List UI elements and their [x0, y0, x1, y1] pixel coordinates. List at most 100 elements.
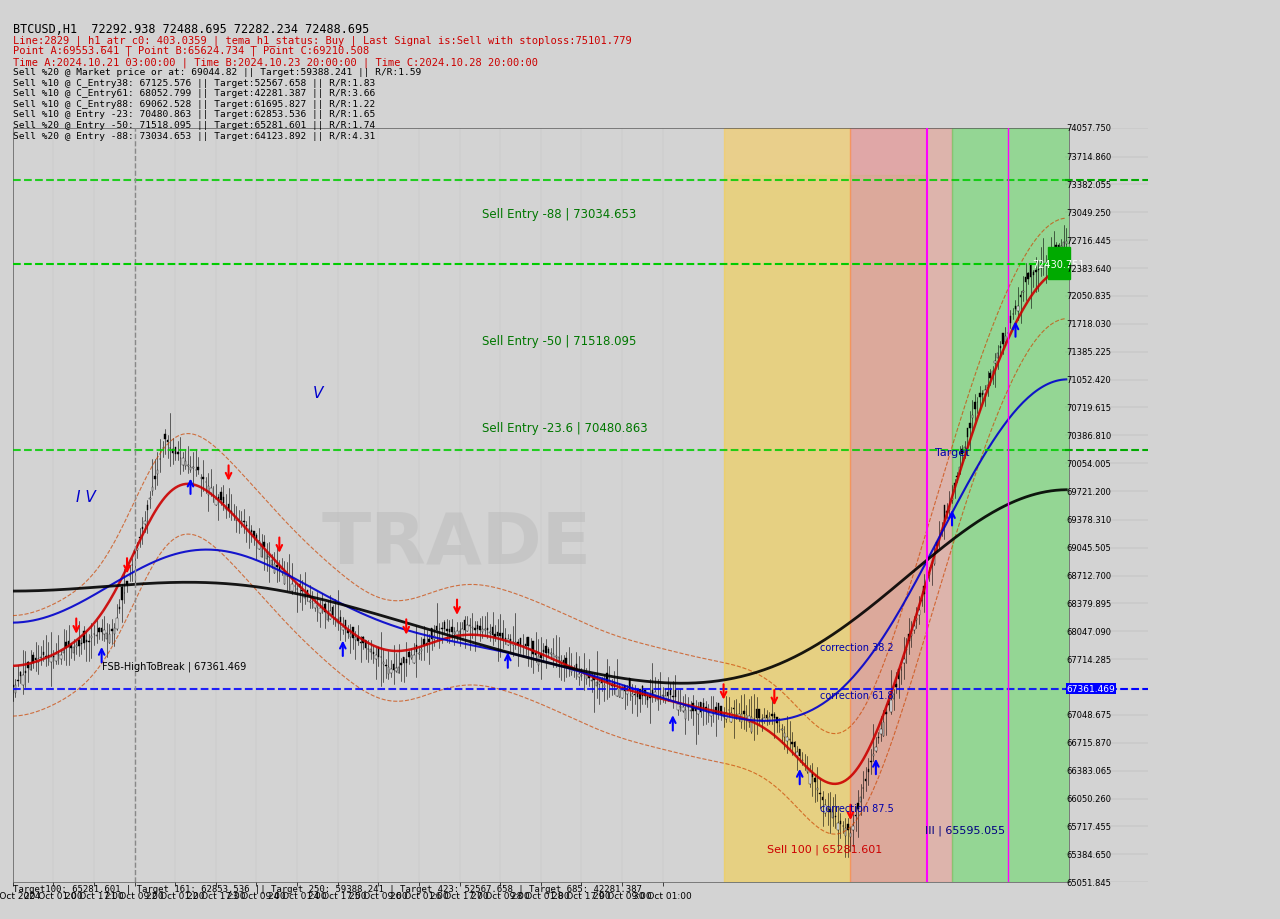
Text: 66050.260: 66050.260 — [1066, 794, 1111, 803]
Bar — [913, 627, 915, 630]
Text: Sell %10 @ C_Entry88: 69062.528 || Target:61695.827 || R/R:1.22: Sell %10 @ C_Entry88: 69062.528 || Targe… — [13, 99, 375, 108]
Bar — [1051, 250, 1052, 256]
Bar — [236, 517, 237, 521]
Bar — [1053, 253, 1055, 257]
Bar — [300, 584, 301, 587]
Bar — [55, 654, 56, 662]
Bar — [613, 682, 616, 686]
Bar — [233, 514, 234, 516]
Bar — [111, 630, 113, 631]
Bar — [540, 654, 541, 658]
Bar — [763, 718, 765, 721]
Bar — [925, 584, 928, 585]
Bar — [458, 631, 461, 637]
Bar — [954, 483, 955, 489]
Bar — [915, 618, 918, 620]
Bar — [326, 613, 329, 620]
Bar — [634, 695, 635, 696]
Text: Target100: 65281.601 | Target 161: 62853.536 || Target 250: 59388.241 | Target 4: Target100: 65281.601 | Target 161: 62853… — [13, 884, 641, 893]
Bar — [791, 743, 792, 744]
Bar — [902, 659, 905, 663]
Bar — [618, 688, 621, 697]
Text: Sell %20 @ Market price or at: 69044.82 || Target:59388.241 || R/R:1.59: Sell %20 @ Market price or at: 69044.82 … — [13, 68, 421, 77]
Bar — [608, 682, 611, 684]
Bar — [256, 535, 257, 539]
Bar — [652, 690, 653, 695]
Bar — [319, 608, 321, 613]
Bar — [680, 707, 681, 708]
Bar — [424, 639, 425, 646]
Bar — [324, 604, 326, 613]
Bar — [596, 682, 598, 686]
Bar — [992, 372, 993, 374]
Bar — [806, 768, 808, 772]
Text: 72050.835: 72050.835 — [1066, 292, 1111, 301]
Bar — [497, 632, 498, 636]
Bar — [910, 633, 913, 636]
Bar — [964, 448, 965, 451]
Bar — [1065, 242, 1068, 245]
Bar — [456, 631, 458, 635]
Bar — [713, 711, 714, 713]
Bar — [431, 629, 433, 640]
Bar — [708, 712, 709, 713]
Bar — [388, 667, 389, 675]
Bar — [602, 680, 603, 684]
Bar — [47, 655, 49, 658]
Bar — [177, 452, 179, 455]
Text: Sell %10 @ C_Entry38: 67125.576 || Target:52567.658 || R/R:1.83: Sell %10 @ C_Entry38: 67125.576 || Targe… — [13, 78, 375, 87]
Bar — [276, 565, 278, 568]
Bar — [868, 769, 869, 773]
Bar — [147, 505, 148, 510]
Text: Time A:2024.10.21 03:00:00 | Time B:2024.10.23 20:00:00 | Time C:2024.10.28 20:0: Time A:2024.10.21 03:00:00 | Time B:2024… — [13, 57, 538, 67]
Text: 72383.640: 72383.640 — [1066, 265, 1112, 273]
Bar — [746, 716, 748, 718]
Bar — [517, 642, 518, 645]
Bar — [847, 824, 849, 830]
Bar — [362, 637, 364, 643]
Bar — [60, 655, 61, 660]
Bar — [1038, 269, 1039, 270]
Bar — [548, 650, 549, 652]
Bar — [751, 718, 753, 732]
Bar — [266, 552, 268, 560]
Text: 70719.615: 70719.615 — [1066, 403, 1111, 413]
Bar — [289, 575, 291, 577]
Bar — [850, 834, 851, 837]
Bar — [332, 607, 333, 615]
Bar — [928, 573, 931, 575]
Bar — [401, 663, 402, 665]
Bar — [1010, 316, 1011, 323]
Text: I V: I V — [77, 490, 96, 505]
Bar — [685, 710, 686, 720]
Bar — [837, 823, 838, 830]
Bar — [716, 708, 717, 713]
Bar — [538, 657, 539, 665]
Bar — [481, 630, 483, 632]
Bar — [809, 772, 810, 784]
Text: BTCUSD,H1  72292.938 72488.695 72282.234 72488.695: BTCUSD,H1 72292.938 72488.695 72282.234 … — [13, 23, 369, 36]
Text: 74057.750: 74057.750 — [1066, 124, 1111, 133]
Bar — [628, 678, 631, 690]
Bar — [705, 707, 707, 710]
Bar — [416, 645, 417, 652]
Bar — [166, 440, 169, 443]
Bar — [253, 532, 255, 538]
Text: 65384.650: 65384.650 — [1066, 850, 1112, 859]
Bar — [476, 625, 479, 630]
Bar — [946, 512, 947, 514]
Bar — [566, 658, 567, 666]
Bar — [421, 650, 422, 651]
Bar — [1033, 272, 1034, 276]
Bar — [726, 713, 727, 719]
Bar — [101, 628, 102, 632]
Bar — [744, 711, 745, 714]
Bar — [933, 556, 934, 564]
Text: 72716.445: 72716.445 — [1066, 236, 1111, 245]
Bar — [755, 709, 758, 718]
Bar — [86, 641, 87, 642]
Bar — [535, 652, 536, 655]
Bar — [1036, 271, 1037, 272]
Bar — [383, 662, 384, 664]
Bar — [184, 461, 186, 467]
